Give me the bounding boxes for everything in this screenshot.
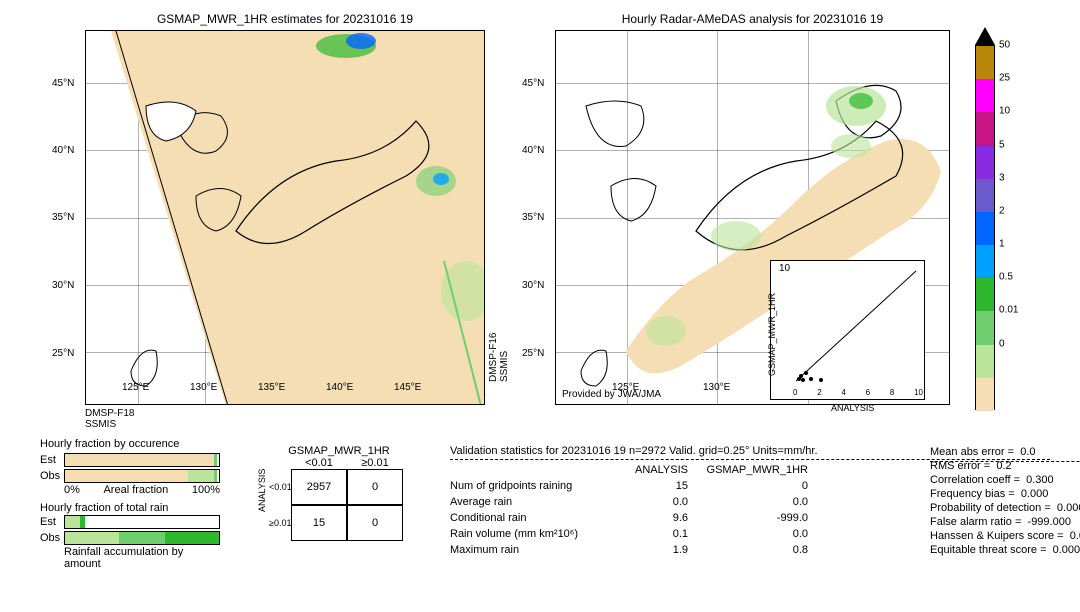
cb-lv-3: 3 bbox=[999, 172, 1005, 183]
frac-100: 100% bbox=[192, 484, 220, 496]
val-h-analysis: ANALYSIS bbox=[620, 462, 700, 478]
left-lon-130: 130°E bbox=[190, 382, 217, 393]
left-map-panel bbox=[85, 30, 485, 405]
right-lon-130: 130°E bbox=[703, 382, 730, 393]
cb-lv-1: 1 bbox=[999, 239, 1005, 250]
cb-lv-10: 10 bbox=[999, 106, 1010, 117]
right-lat-35: 35°N bbox=[522, 212, 544, 223]
ct-row1: <0.01 bbox=[269, 482, 291, 492]
est-label: Est bbox=[40, 454, 64, 466]
right-lon-125: 125°E bbox=[612, 382, 639, 393]
metric-2: Correlation coeff = 0.300 bbox=[930, 473, 1080, 487]
scatter-ymax: 10 bbox=[779, 263, 790, 274]
val-row-g-0: 0 bbox=[700, 478, 820, 494]
ct-11: 0 bbox=[347, 505, 403, 541]
left-lat-30: 30°N bbox=[52, 280, 74, 291]
sx5: 10 bbox=[914, 388, 923, 397]
right-lat-25: 25°N bbox=[522, 348, 544, 359]
left-lat-35: 35°N bbox=[52, 212, 74, 223]
val-h-gsmap: GSMAP_MWR_1HR bbox=[700, 462, 820, 478]
cb-lv-2: 2 bbox=[999, 205, 1005, 216]
ct-title: GSMAP_MWR_1HR bbox=[275, 445, 403, 457]
left-lon-135: 135°E bbox=[258, 382, 285, 393]
left-lon-145: 145°E bbox=[394, 382, 421, 393]
left-lat-45: 45°N bbox=[52, 78, 74, 89]
right-lat-30: 30°N bbox=[522, 280, 544, 291]
val-row-label-1: Average rain bbox=[450, 494, 620, 510]
val-row-g-4: 0.8 bbox=[700, 542, 820, 558]
val-row-label-2: Conditional rain bbox=[450, 510, 620, 526]
val-row-label-4: Maximum rain bbox=[450, 542, 620, 558]
sx0: 0 bbox=[793, 388, 797, 397]
frac-total-caption: Rainfall accumulation by amount bbox=[64, 546, 220, 570]
val-row-label-0: Num of gridpoints raining bbox=[450, 478, 620, 494]
val-row-a-0: 15 bbox=[620, 478, 700, 494]
ct-00: 2957 bbox=[291, 469, 347, 505]
sx1: 2 bbox=[817, 388, 821, 397]
left-map-title: GSMAP_MWR_1HR estimates for 20231016 19 bbox=[85, 12, 485, 26]
left-footer-left: DMSP-F18 SSMIS bbox=[85, 408, 134, 430]
right-lat-40: 40°N bbox=[522, 145, 544, 156]
validation-block: Validation statistics for 20231016 19 n=… bbox=[450, 445, 1050, 558]
frac-0: 0% bbox=[64, 484, 80, 496]
ct-col1: <0.01 bbox=[291, 457, 347, 469]
metric-0: Mean abs error = 0.0 bbox=[930, 445, 1080, 459]
scatter-xlabel: ANALYSIS bbox=[831, 403, 874, 413]
frac-occ-title: Hourly fraction by occurence bbox=[40, 438, 220, 450]
left-footer-right: DMSP-F16 SSMIS bbox=[488, 333, 510, 382]
est-label2: Est bbox=[40, 516, 64, 528]
contingency-table: GSMAP_MWR_1HR <0.01 ≥0.01 ANALYSIS <0.01… bbox=[255, 445, 403, 541]
metric-3: Frequency bias = 0.000 bbox=[930, 487, 1080, 501]
val-row-g-1: 0.0 bbox=[700, 494, 820, 510]
val-row-label-3: Rain volume (mm km²10⁶) bbox=[450, 526, 620, 542]
obs-label2: Obs bbox=[40, 532, 64, 544]
cb-lv-0.5: 0.5 bbox=[999, 272, 1013, 283]
figure-root: GSMAP_MWR_1HR estimates for 20231016 19 … bbox=[0, 0, 1080, 612]
metric-4: Probability of detection = 0.000 bbox=[930, 501, 1080, 515]
val-row-g-2: -999.0 bbox=[700, 510, 820, 526]
sx4: 8 bbox=[890, 388, 894, 397]
scatter-ylabel: GSMAP_MWR_1HR bbox=[767, 293, 777, 376]
right-map-title: Hourly Radar-AMeDAS analysis for 2023101… bbox=[555, 12, 950, 26]
metric-7: Equitable threat score = 0.000 bbox=[930, 543, 1080, 557]
val-row-a-4: 1.9 bbox=[620, 542, 700, 558]
sx3: 6 bbox=[866, 388, 870, 397]
val-row-g-3: 0.0 bbox=[700, 526, 820, 542]
metric-6: Hanssen & Kuipers score = 0.000 bbox=[930, 529, 1080, 543]
ct-01: 0 bbox=[347, 469, 403, 505]
sx2: 4 bbox=[841, 388, 845, 397]
cb-lv-0.01: 0.01 bbox=[999, 305, 1018, 316]
scatter-inset: 10 GSMAP_MWR_1HR ANALYSIS 0 2 4 6 8 10 bbox=[770, 260, 925, 400]
metric-5: False alarm ratio = -999.000 bbox=[930, 515, 1080, 529]
val-row-a-1: 0.0 bbox=[620, 494, 700, 510]
ct-col2: ≥0.01 bbox=[347, 457, 403, 469]
frac-caption: Areal fraction bbox=[103, 484, 168, 496]
cb-lv-0: 0 bbox=[999, 338, 1005, 349]
ct-10: 15 bbox=[291, 505, 347, 541]
val-row-a-2: 9.6 bbox=[620, 510, 700, 526]
cb-lv-50: 50 bbox=[999, 40, 1010, 51]
cb-lv-25: 25 bbox=[999, 73, 1010, 84]
left-map-svg bbox=[86, 31, 485, 405]
ct-row2: ≥0.01 bbox=[269, 518, 291, 528]
left-lat-40: 40°N bbox=[52, 145, 74, 156]
val-row-a-3: 0.1 bbox=[620, 526, 700, 542]
ct-ylab: ANALYSIS bbox=[257, 498, 267, 512]
cb-lv-5: 5 bbox=[999, 139, 1005, 150]
frac-total-title: Hourly fraction of total rain bbox=[40, 502, 220, 514]
fraction-occurrence: Hourly fraction by occurence Est Obs 0% … bbox=[40, 438, 220, 570]
right-lat-45: 45°N bbox=[522, 78, 544, 89]
left-lon-140: 140°E bbox=[326, 382, 353, 393]
colorbar: 50251053210.50.010 bbox=[975, 45, 995, 410]
obs-label: Obs bbox=[40, 470, 64, 482]
left-lat-25: 25°N bbox=[52, 348, 74, 359]
left-lon-125: 125°E bbox=[122, 382, 149, 393]
